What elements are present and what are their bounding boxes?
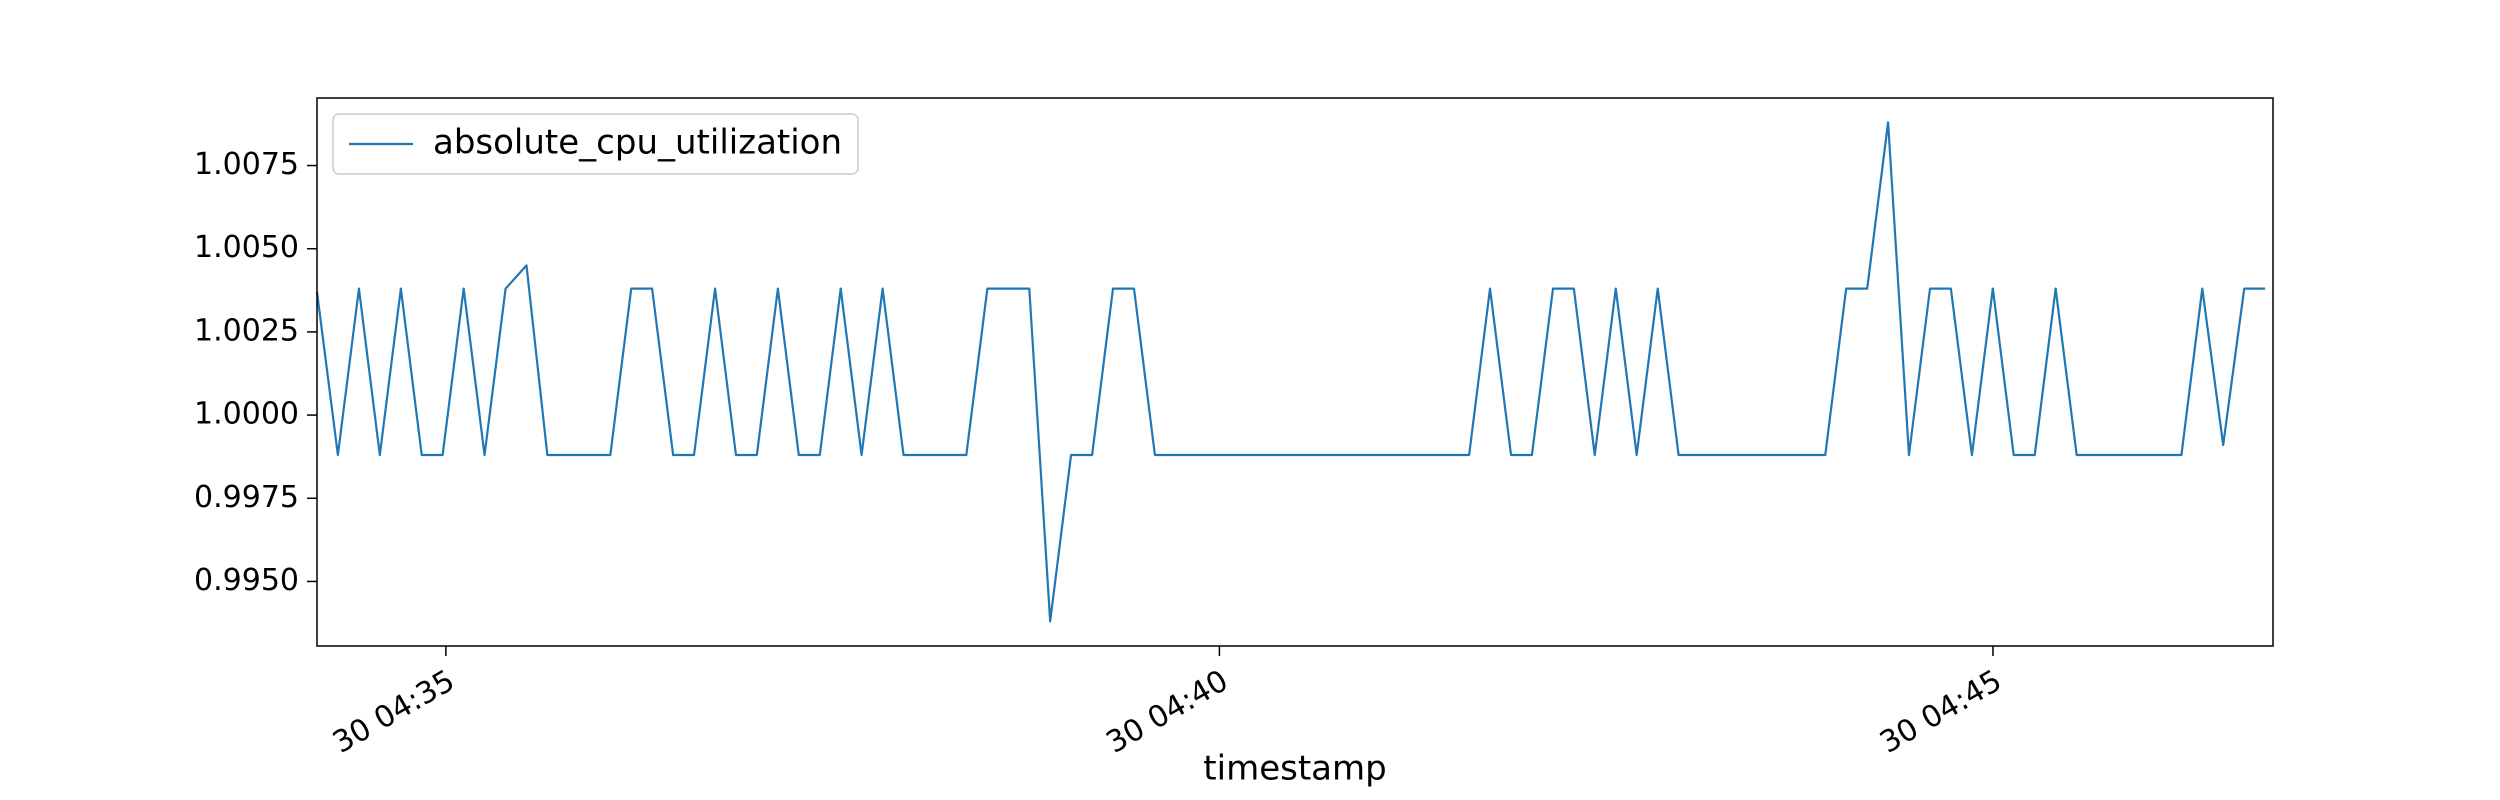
x-tick-label: 30 04:35	[327, 663, 461, 760]
y-tick-label: 1.0050	[194, 230, 299, 265]
x-tick-label: 30 04:40	[1101, 663, 1235, 760]
y-tick-label: 1.0000	[194, 397, 299, 432]
x-tick-label: 30 04:45	[1874, 663, 2008, 760]
legend-box	[332, 113, 859, 175]
y-tick-label: 0.9975	[194, 480, 299, 515]
y-tick-label: 1.0075	[194, 147, 299, 182]
legend-label: absolute_cpu_utilization	[433, 123, 842, 163]
y-tick-label: 0.9950	[194, 563, 299, 598]
plot-frame	[316, 97, 2274, 647]
data-line	[315, 121, 2266, 623]
x-axis-label: timestamp	[1203, 749, 1386, 789]
y-tick-label: 1.0025	[194, 313, 299, 348]
